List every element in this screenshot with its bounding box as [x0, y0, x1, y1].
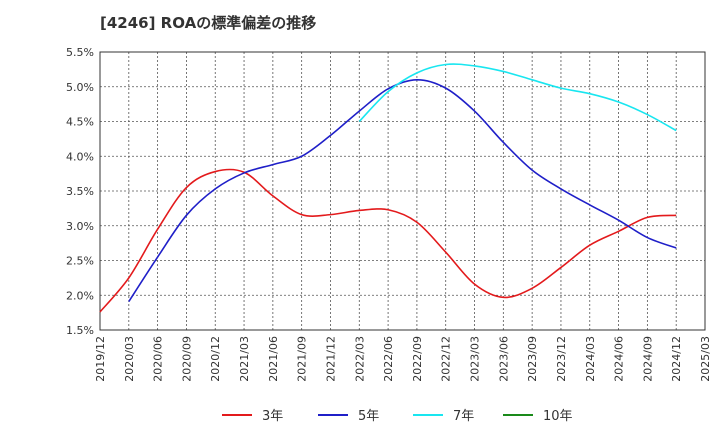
series-line-3年	[99, 168, 677, 313]
legend-label: 7年	[453, 409, 474, 424]
y-axis-ticks: 1.5% 2.0% 2.5% 3.0% 3.5% 4.0% 4.5% 5.0% 5.5%	[66, 46, 94, 337]
x-tick-label: 2021/03	[238, 336, 251, 382]
y-tick-label: 1.5%	[66, 324, 94, 337]
chart-title: [4246] ROAの標準偏差の推移	[100, 14, 317, 32]
y-tick-label: 4.5%	[66, 116, 94, 129]
x-tick-label: 2023/09	[526, 336, 539, 382]
x-tick-label: 2020/03	[123, 336, 136, 382]
x-tick-label: 2023/03	[469, 336, 482, 382]
x-tick-label: 2019/12	[94, 336, 107, 382]
grid-layer	[100, 52, 705, 330]
x-tick-label: 2020/09	[180, 336, 193, 382]
x-tick-label: 2024/06	[613, 336, 626, 382]
x-tick-label: 2023/06	[497, 336, 510, 382]
x-tick-label: 2025/03	[699, 336, 712, 382]
y-tick-label: 5.5%	[66, 46, 94, 59]
x-tick-label: 2022/09	[411, 336, 424, 382]
y-tick-label: 2.0%	[66, 289, 94, 302]
legend: 3年 5年 7年 10年	[222, 409, 573, 424]
x-tick-label: 2021/06	[267, 336, 280, 382]
y-tick-label: 5.0%	[66, 81, 94, 94]
x-tick-label: 2022/12	[440, 336, 453, 382]
x-tick-label: 2024/12	[670, 336, 683, 382]
x-tick-label: 2024/03	[584, 336, 597, 382]
plot-border	[99, 51, 706, 331]
y-tick-label: 2.5%	[66, 255, 94, 268]
x-tick-label: 2023/12	[555, 336, 568, 382]
x-axis-ticks: 2019/12 2020/03 2020/06 2020/09 2020/12 2021/…	[94, 336, 712, 382]
y-tick-label: 3.0%	[66, 220, 94, 233]
series-line-5年	[128, 78, 677, 302]
y-tick-label: 3.5%	[66, 185, 94, 198]
x-tick-label: 2021/12	[324, 336, 337, 382]
x-tick-label: 2021/09	[296, 336, 309, 382]
legend-label: 10年	[543, 409, 573, 424]
x-tick-label: 2020/12	[209, 336, 222, 382]
legend-label: 3年	[262, 409, 283, 424]
legend-label: 5年	[358, 409, 379, 424]
x-tick-label: 2022/03	[353, 336, 366, 382]
y-tick-label: 4.0%	[66, 150, 94, 163]
x-tick-label: 2022/06	[382, 336, 395, 382]
x-tick-label: 2020/06	[152, 336, 165, 382]
series-layer	[99, 63, 677, 313]
x-tick-label: 2024/09	[641, 336, 654, 382]
series-line-7年	[358, 63, 677, 132]
